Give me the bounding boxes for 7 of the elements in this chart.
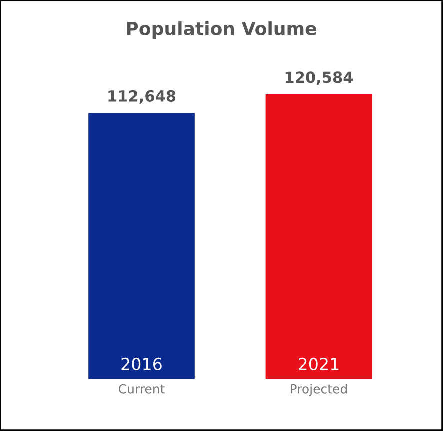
annotation: 2021 xyxy=(298,358,339,370)
x-tick-label: Current xyxy=(118,384,165,394)
chart-title: Population Volume xyxy=(127,22,316,40)
x-tick-label: Projected xyxy=(290,384,348,396)
data-label: 120,584 xyxy=(286,72,354,86)
data-label: 112,648 xyxy=(108,90,176,104)
annotation: 2016 xyxy=(122,358,162,370)
